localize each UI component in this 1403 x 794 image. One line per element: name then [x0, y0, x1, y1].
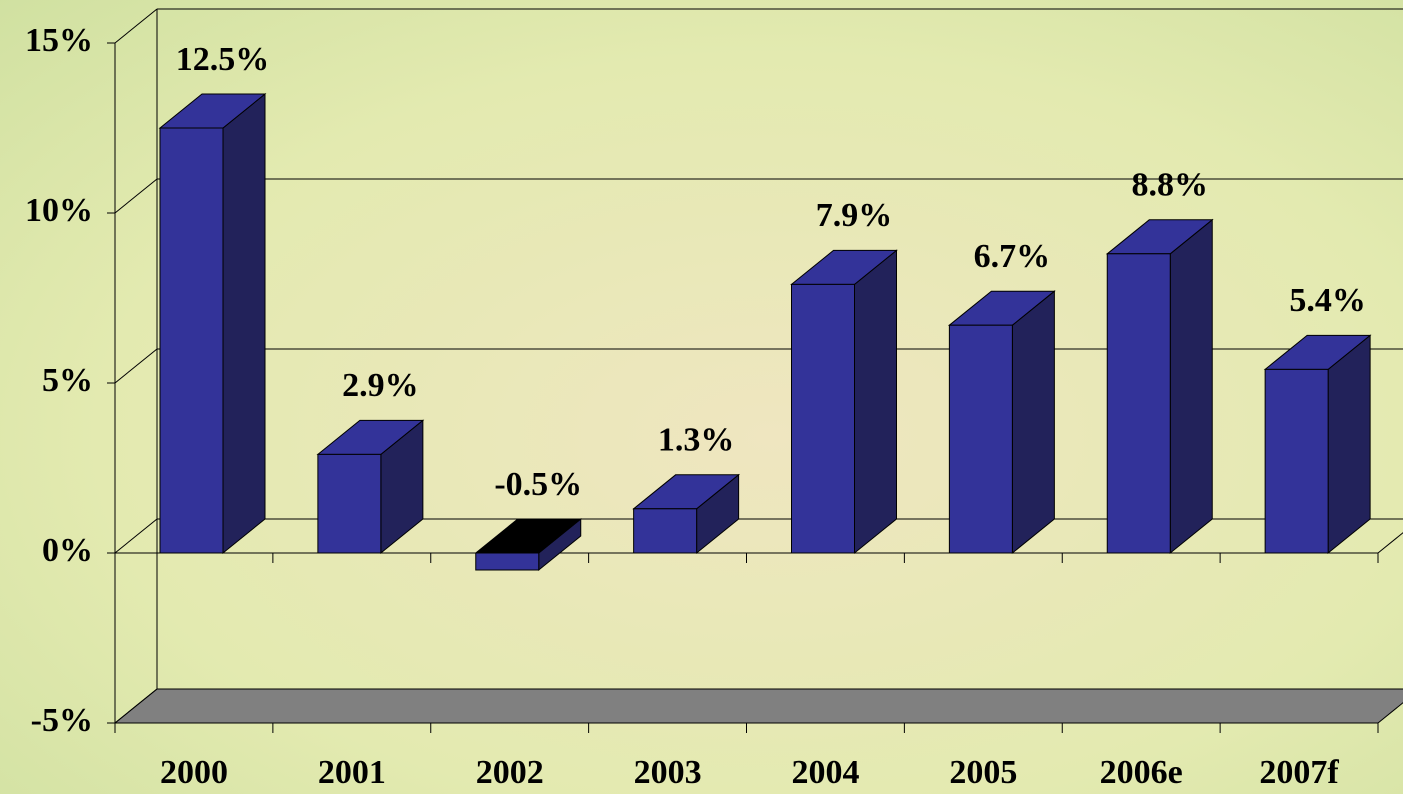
bar [791, 283, 855, 554]
x-tick-label: 2002 [476, 754, 544, 791]
bar [1106, 253, 1171, 554]
value-label: 6.7% [974, 238, 1051, 275]
y-tick-label: 10% [25, 192, 93, 229]
bar [159, 127, 224, 554]
grid-line [114, 178, 158, 214]
grid-line [114, 518, 158, 554]
value-label: 12.5% [176, 41, 270, 78]
y-tick-label: 15% [25, 22, 93, 59]
x-tick-label: 2004 [791, 754, 859, 791]
grid-line [114, 348, 158, 384]
bar [948, 324, 1013, 554]
value-label: 1.3% [658, 422, 735, 459]
y-tick-label: 5% [42, 362, 93, 399]
y-tick-label: 0% [42, 532, 93, 569]
bar [475, 552, 540, 571]
x-tick-label: 2005 [949, 754, 1017, 791]
bar-side [1169, 218, 1213, 555]
floor [113, 688, 1403, 724]
x-tick-label: 2006e [1100, 754, 1183, 791]
x-tick-label: 2001 [318, 754, 386, 791]
x-tick-label: 2000 [160, 754, 228, 791]
bar-side [854, 249, 897, 555]
x-tick-label: 2003 [634, 754, 702, 791]
x-axis-end [1377, 532, 1403, 554]
bar [1264, 368, 1329, 554]
bar-side [1011, 290, 1055, 555]
grid-line [114, 688, 158, 724]
value-label: -0.5% [494, 466, 582, 503]
grid-line [114, 8, 158, 44]
value-label: 7.9% [816, 197, 893, 234]
bar [633, 508, 698, 554]
x-tick-label: 2007f [1259, 754, 1339, 791]
bar-side [1327, 334, 1371, 555]
value-label: 2.9% [342, 367, 419, 404]
y-tick-label: -5% [31, 702, 93, 739]
bar-side [222, 92, 266, 555]
value-label: 5.4% [1289, 282, 1366, 319]
bar [317, 453, 382, 554]
value-label: 8.8% [1132, 167, 1209, 204]
